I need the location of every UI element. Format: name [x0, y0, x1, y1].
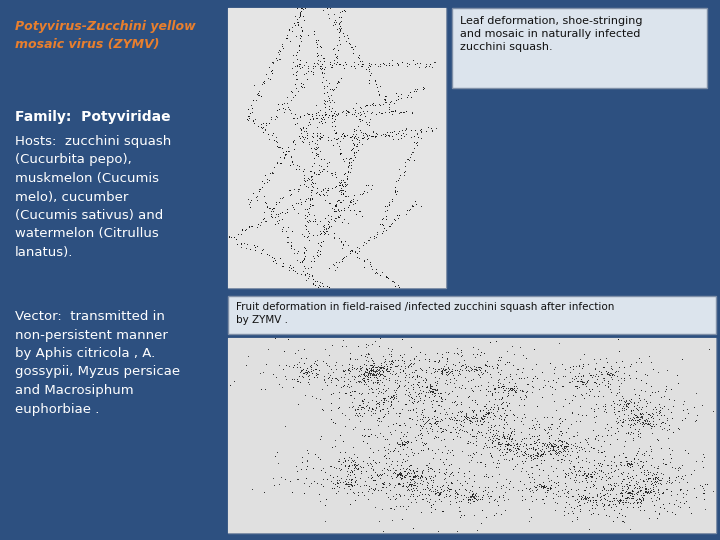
FancyBboxPatch shape — [228, 296, 716, 334]
Text: Leaf deformation, shoe-stringing
and mosaic in naturally infected
zucchini squas: Leaf deformation, shoe-stringing and mos… — [460, 16, 642, 52]
Text: Potyvirus-Zucchini yellow
mosaic virus (ZYMV): Potyvirus-Zucchini yellow mosaic virus (… — [15, 20, 196, 51]
FancyBboxPatch shape — [228, 338, 716, 533]
Text: Fruit deformation in field-raised /infected zucchini squash after infection
by Z: Fruit deformation in field-raised /infec… — [236, 302, 614, 325]
FancyBboxPatch shape — [228, 8, 446, 288]
Text: Family:  Potyviridae: Family: Potyviridae — [15, 110, 171, 124]
FancyBboxPatch shape — [452, 8, 707, 88]
Text: Vector:  transmitted in
non-persistent manner
by Aphis citricola , A.
gossypii, : Vector: transmitted in non-persistent ma… — [15, 310, 180, 415]
Text: Hosts:  zucchini squash
(Cucurbita pepo),
muskmelon (Cucumis
melo), cucumber
(Cu: Hosts: zucchini squash (Cucurbita pepo),… — [15, 135, 171, 259]
